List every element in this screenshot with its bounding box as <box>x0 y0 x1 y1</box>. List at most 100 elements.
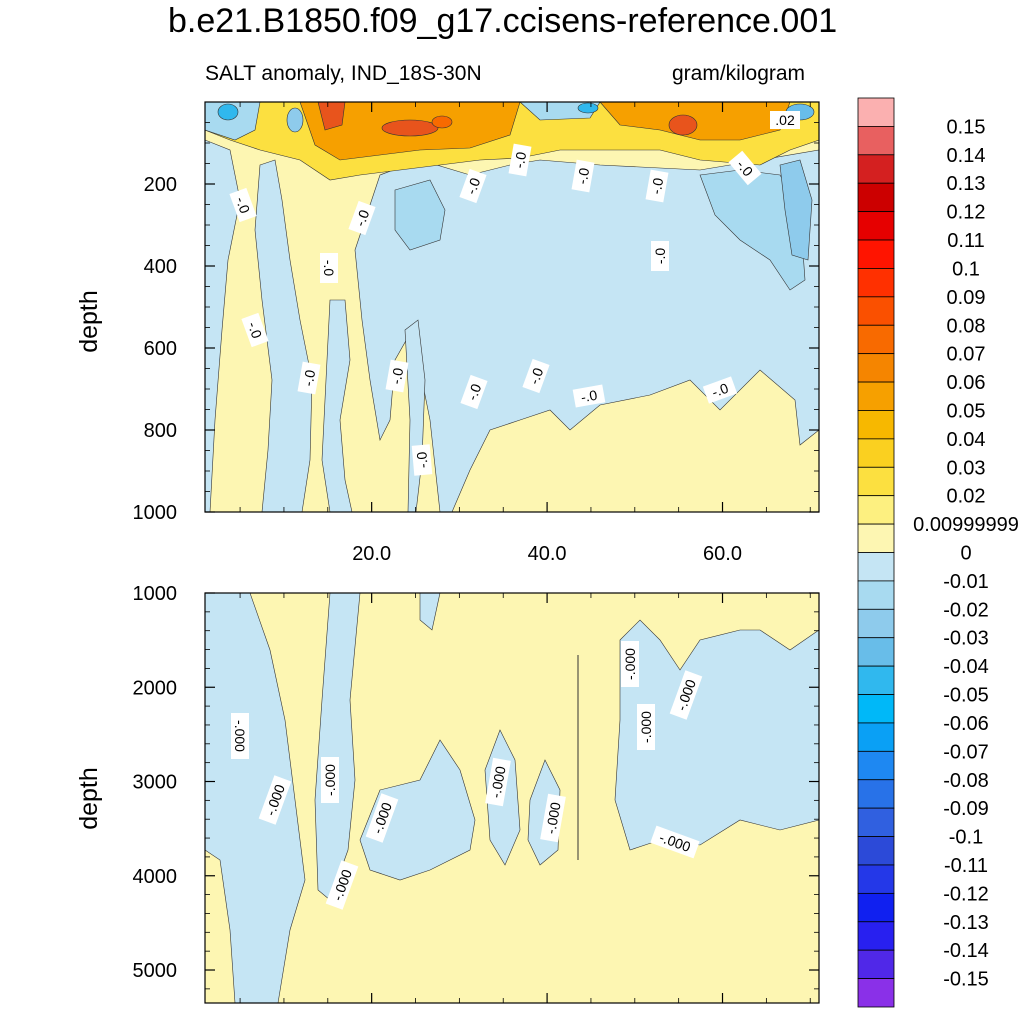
lower-contour-label: -.000 <box>621 641 639 687</box>
colorbar-box <box>857 807 895 837</box>
colorbar-label: -0.06 <box>943 713 989 735</box>
svg-text:-.0: -.0 <box>652 248 668 265</box>
svg-text:-.0: -.0 <box>352 207 373 228</box>
upper-y-tick-label: 800 <box>144 420 177 442</box>
upper-contour-label: -.0 <box>385 359 409 393</box>
colorbar-label: 0 <box>960 543 971 565</box>
svg-text:-.0: -.0 <box>321 260 337 277</box>
upper-contour-label: -.0 <box>645 169 669 203</box>
colorbar-label: 0.13 <box>947 173 986 195</box>
colorbar-boxes <box>857 97 895 1008</box>
colorbar-box <box>857 836 895 866</box>
upper-x-tick-label: 40.0 <box>528 543 567 565</box>
colorbar-label: -0.11 <box>944 855 988 877</box>
colorbar-label: 0.06 <box>947 372 986 394</box>
svg-text:-.000: -.000 <box>322 764 338 796</box>
svg-text:-.0: -.0 <box>526 365 547 386</box>
lower-contour-label: -.000 <box>321 757 339 803</box>
colorbar-label: -0.09 <box>943 798 989 820</box>
colorbar-label: 0.08 <box>947 315 986 337</box>
upper-contour-labels: .02 -.0 -.0 -.0 -.0 -.0 -.0 -.0 -.0 -.0 -.0 -.0 -.0 -… <box>229 111 800 476</box>
upper-field <box>204 101 820 513</box>
svg-text:-.000: -.000 <box>487 765 508 799</box>
svg-text:-.000: -.000 <box>232 720 248 752</box>
upper-contour-label: -.0 <box>522 358 550 394</box>
colorbar-label: -0.04 <box>943 656 989 678</box>
colorbar-box <box>857 892 895 923</box>
upper-contour-label: -.0 <box>460 374 488 410</box>
colorbar-label: 0.11 <box>947 230 984 252</box>
colorbar-box <box>857 239 895 269</box>
lower-y-tick-label: 2000 <box>133 677 178 699</box>
lower-y-axis: 1000 2000 3000 4000 5000 <box>133 583 819 990</box>
colorbar-label: -0.05 <box>943 685 989 707</box>
colorbar-label: 0.00999999 <box>913 514 1019 536</box>
lower-y-tick-label: 4000 <box>133 866 178 888</box>
svg-text:-.0: -.0 <box>648 176 667 195</box>
svg-text:-.0: -.0 <box>574 166 593 185</box>
upper-contour-label: -.0 <box>572 384 606 408</box>
upper-y-axis: 200 400 600 800 1000 <box>133 122 819 524</box>
colorbar-box <box>857 97 895 127</box>
svg-text:-.0: -.0 <box>464 381 485 402</box>
upper-contour-label: -.0 <box>459 168 487 204</box>
upper-contour-label: -.0 <box>297 361 321 395</box>
upper-y-tick-label: 400 <box>144 256 177 278</box>
colorbar-box <box>857 779 895 809</box>
chart-title: b.e21.B1850.f09_g17.ccisens-reference.00… <box>168 2 838 40</box>
svg-text:-.0: -.0 <box>580 387 599 406</box>
colorbar-box <box>857 324 895 355</box>
colorbar-box <box>857 921 895 951</box>
colorbar-box <box>857 410 895 440</box>
colorbar-box <box>857 523 895 553</box>
lower-y-tick-label: 1000 <box>133 583 178 605</box>
upper-contour-label: -.0 <box>728 150 762 186</box>
colorbar-box <box>857 665 895 695</box>
colorbar-box <box>857 211 895 241</box>
colorbar-box <box>857 864 895 894</box>
lower-contour-labels: -.000-.000-.000-.000-.000-.000-.000-.000… <box>231 641 703 910</box>
upper-contour-label: -.0 <box>651 241 669 271</box>
colorbar-label: -0.15 <box>943 969 989 991</box>
lower-x-axis <box>239 593 811 1003</box>
colorbar-box <box>857 949 895 979</box>
lower-contour-label: -.000 <box>540 793 566 843</box>
upper-contour-label: .02 <box>770 111 800 129</box>
upper-x-axis: 20.0 40.0 60.0 <box>239 102 811 565</box>
svg-text:-.000: -.000 <box>622 648 638 680</box>
colorbar-box <box>857 608 895 639</box>
colorbar-labels: 0.15 0.14 0.13 0.12 0.11 0.1 0.09 0.08 0.07 0.06 0… <box>913 116 1019 990</box>
upper-contour-label: -.0 <box>320 253 338 283</box>
colorbar-box <box>857 978 895 1008</box>
lower-frame <box>204 592 820 1004</box>
colorbar-box <box>857 438 895 468</box>
colorbar-label: -0.14 <box>943 940 989 962</box>
colorbar-label: 0.1 <box>952 258 980 280</box>
colorbar-label: -0.1 <box>949 827 983 849</box>
colorbar-box <box>857 182 895 213</box>
upper-contour-label: -.0 <box>241 312 269 348</box>
colorbar-box <box>857 495 895 525</box>
colorbar-box <box>857 381 895 411</box>
svg-text:-.0: -.0 <box>463 175 484 196</box>
svg-text:-.000: -.000 <box>638 711 654 743</box>
colorbar-label: 0.14 <box>947 145 986 167</box>
units-subtitle: gram/kilogram <box>672 62 806 85</box>
svg-text:-.0: -.0 <box>300 368 319 387</box>
colorbar-box <box>857 268 895 298</box>
svg-text:-.0: -.0 <box>413 451 430 469</box>
colorbar-box <box>857 580 895 610</box>
upper-x-tick-label: 20.0 <box>352 543 391 565</box>
colorbar-box <box>857 552 895 582</box>
colorbar-label: 0.03 <box>947 457 986 479</box>
colorbar-box <box>857 466 895 497</box>
colorbar-box <box>857 353 895 383</box>
upper-contour-label: -.0 <box>508 143 532 177</box>
upper-contour-label: -.0 <box>702 376 738 404</box>
upper-contour-label: -.0 <box>571 159 595 193</box>
colorbar-label: 0.02 <box>947 486 986 508</box>
colorbar-box <box>857 722 895 752</box>
upper-y-tick-label: 200 <box>144 174 177 196</box>
